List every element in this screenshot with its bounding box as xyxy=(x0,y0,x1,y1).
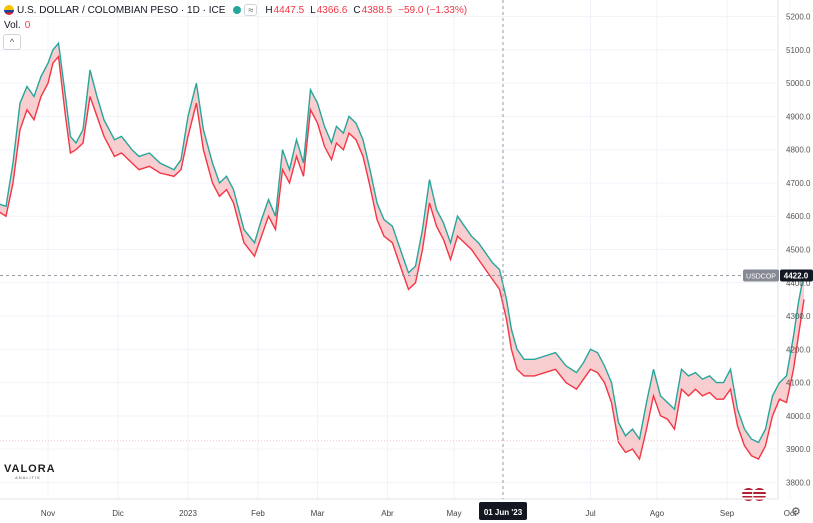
symbol-tag-label: USDCOP xyxy=(746,273,776,280)
low-label: L xyxy=(310,4,316,16)
close-value: 4388.5 xyxy=(361,4,393,16)
series-high-line xyxy=(0,41,805,444)
y-tick-label: 4700.0 xyxy=(786,179,811,188)
crosshair-date-box xyxy=(479,502,527,520)
high-value: 4447.5 xyxy=(273,4,305,16)
x-tick-label: Ago xyxy=(650,509,665,518)
y-tick-label: 4800.0 xyxy=(786,146,811,155)
x-tick-label: Nov xyxy=(41,509,55,518)
low-value: 4366.6 xyxy=(316,4,348,16)
x-tick-label: Sep xyxy=(720,509,735,518)
x-tick-label: Abr xyxy=(381,509,394,518)
chart-legend: U.S. DOLLAR / COLOMBIAN PESO · 1D · ICE … xyxy=(4,4,473,16)
y-tick-label: 5100.0 xyxy=(786,46,811,55)
change-value: −59.0 (−1.33%) xyxy=(398,4,468,16)
high-label: H xyxy=(265,4,273,16)
y-tick-label: 4600.0 xyxy=(786,212,811,221)
series-low-line xyxy=(0,54,805,461)
x-tick-label: Feb xyxy=(251,509,265,518)
market-status-icon[interactable] xyxy=(233,6,242,14)
y-tick-label: 4100.0 xyxy=(786,379,811,388)
symbol-flag-icon xyxy=(4,5,14,15)
valora-logo: VALORA ANALITIK xyxy=(4,463,56,480)
y-tick-label: 5200.0 xyxy=(786,13,811,22)
y-tick-label: 4400.0 xyxy=(786,279,811,288)
logo-name: VALORA xyxy=(4,463,56,475)
y-tick-label: 3900.0 xyxy=(786,445,811,454)
events-flags-icon[interactable] xyxy=(741,487,767,502)
x-tick-label: Mar xyxy=(311,509,325,518)
y-tick-label: 4000.0 xyxy=(786,412,811,421)
collapse-legend-button[interactable]: ^ xyxy=(3,34,21,50)
y-tick-label: 5000.0 xyxy=(786,79,811,88)
x-tick-label: 2023 xyxy=(179,509,197,518)
x-tick-label: Dic xyxy=(112,509,124,518)
last-price-label: 4422.0 xyxy=(784,271,809,280)
x-tick-label: Jul xyxy=(585,509,595,518)
settings-gear-icon[interactable]: ⚙ xyxy=(791,506,801,518)
volume-value: 0 xyxy=(24,20,31,31)
x-tick-label: May xyxy=(446,509,461,518)
symbol-title[interactable]: U.S. DOLLAR / COLOMBIAN PESO · 1D · ICE xyxy=(17,4,226,16)
range-band xyxy=(0,43,804,460)
volume-label: Vol. xyxy=(4,20,21,31)
close-label: C xyxy=(353,4,361,16)
y-tick-label: 4500.0 xyxy=(786,246,811,255)
y-tick-label: 3800.0 xyxy=(786,478,811,487)
volume-legend[interactable]: Vol. 0 xyxy=(4,20,30,31)
crosshair-date-label: 01 Jun '23 xyxy=(484,508,523,517)
x-tick-label: Oct xyxy=(784,509,797,518)
y-tick-label: 4900.0 xyxy=(786,112,811,121)
y-tick-label: 4300.0 xyxy=(786,312,811,321)
logo-sub: ANALITIK xyxy=(15,475,41,480)
compare-button[interactable]: ≈ xyxy=(244,4,258,16)
symbol-tag-box xyxy=(743,269,779,282)
y-tick-label: 4200.0 xyxy=(786,345,811,354)
last-price-box xyxy=(780,269,813,282)
